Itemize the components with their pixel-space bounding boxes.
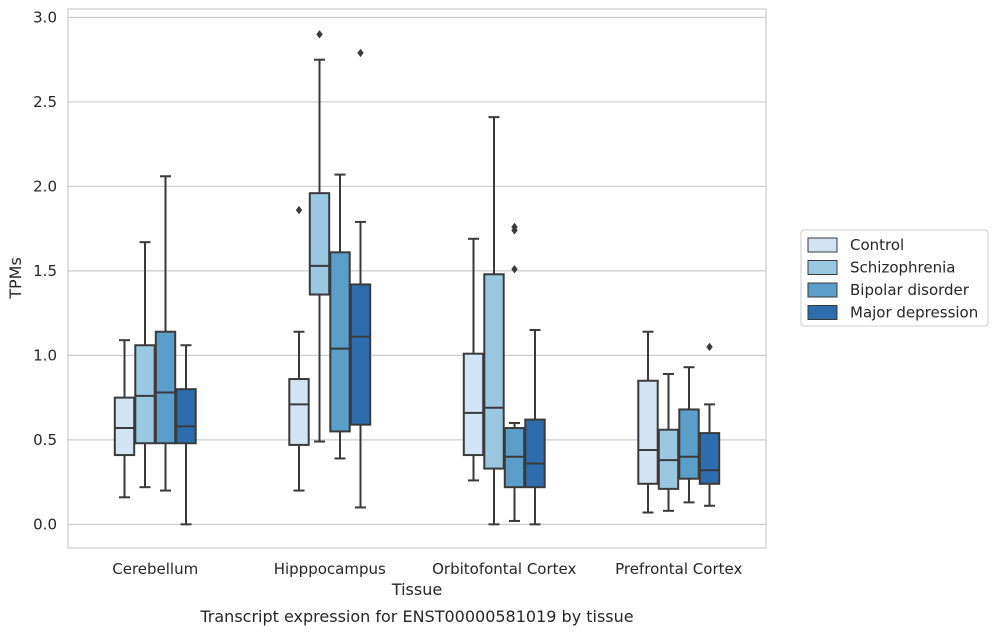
box bbox=[462, 237, 485, 482]
box-body bbox=[308, 192, 331, 296]
outlier-point bbox=[511, 222, 518, 232]
box bbox=[349, 48, 372, 509]
legend-swatch bbox=[807, 237, 838, 253]
y-tick-label: 3.0 bbox=[33, 8, 57, 26]
box bbox=[503, 222, 526, 522]
y-tick-label: 2.5 bbox=[33, 93, 57, 111]
box bbox=[657, 372, 680, 512]
box-body bbox=[154, 330, 177, 445]
box-body bbox=[134, 344, 156, 445]
box bbox=[175, 344, 197, 526]
x-tick-label: Orbitofontal Cortex bbox=[432, 560, 576, 578]
box-body bbox=[637, 379, 659, 485]
legend-swatch bbox=[807, 260, 838, 275]
box-body bbox=[524, 418, 546, 489]
y-tick-label: 1.0 bbox=[33, 346, 57, 364]
chart-caption: Transcript expression for ENST0000058101… bbox=[199, 607, 633, 626]
box bbox=[113, 339, 136, 499]
legend-swatch bbox=[807, 282, 838, 298]
boxes bbox=[113, 30, 721, 526]
legend-label: Schizophrenia bbox=[850, 259, 955, 277]
y-tick-label: 0.0 bbox=[33, 515, 57, 533]
plot-frame bbox=[67, 8, 767, 549]
box bbox=[524, 329, 546, 526]
box bbox=[329, 173, 351, 460]
legend-label: Major depression bbox=[850, 304, 978, 322]
y-tick-label: 1.5 bbox=[33, 262, 57, 280]
x-tick-label: Prefrontal Cortex bbox=[615, 560, 742, 578]
x-tick-label: Hipppocampus bbox=[274, 560, 386, 578]
box bbox=[134, 241, 156, 489]
y-tick-label: 0.5 bbox=[33, 431, 57, 449]
legend-swatch bbox=[807, 305, 838, 320]
y-tick-labels: 0.0 0.5 1.0 1.5 2.0 2.5 3.0 bbox=[33, 8, 57, 533]
outlier-point bbox=[357, 48, 364, 58]
legend-frame bbox=[800, 229, 989, 327]
x-tick-label: Cerebellum bbox=[112, 560, 198, 578]
box-body bbox=[175, 388, 197, 445]
box-body bbox=[288, 378, 310, 446]
x-axis-label: Tissue bbox=[391, 580, 442, 599]
legend-label: Bipolar disorder bbox=[850, 281, 970, 299]
y-axis-label: TPMs bbox=[6, 257, 25, 300]
box-body bbox=[698, 432, 721, 485]
outlier-point bbox=[295, 205, 303, 215]
legend: Control Schizophrenia Bipolar disorder Majo… bbox=[800, 229, 989, 327]
box-body bbox=[483, 273, 505, 470]
box bbox=[698, 342, 721, 507]
box-body bbox=[462, 352, 485, 457]
box-body bbox=[113, 396, 136, 457]
x-tick-labels: Cerebellum Hipppocampus Orbitofontal Corte… bbox=[112, 560, 742, 578]
box-body bbox=[329, 251, 351, 433]
box-body bbox=[349, 283, 372, 426]
outlier-point bbox=[316, 30, 323, 39]
y-tick-label: 2.0 bbox=[33, 177, 57, 195]
box bbox=[154, 175, 177, 492]
box bbox=[288, 205, 310, 492]
outlier-point bbox=[511, 265, 518, 274]
outlier-point bbox=[706, 342, 713, 352]
box bbox=[637, 330, 659, 514]
box bbox=[483, 116, 505, 526]
box bbox=[678, 366, 700, 504]
legend-label: Control bbox=[850, 236, 904, 254]
box-body bbox=[678, 408, 700, 480]
box bbox=[308, 30, 331, 443]
